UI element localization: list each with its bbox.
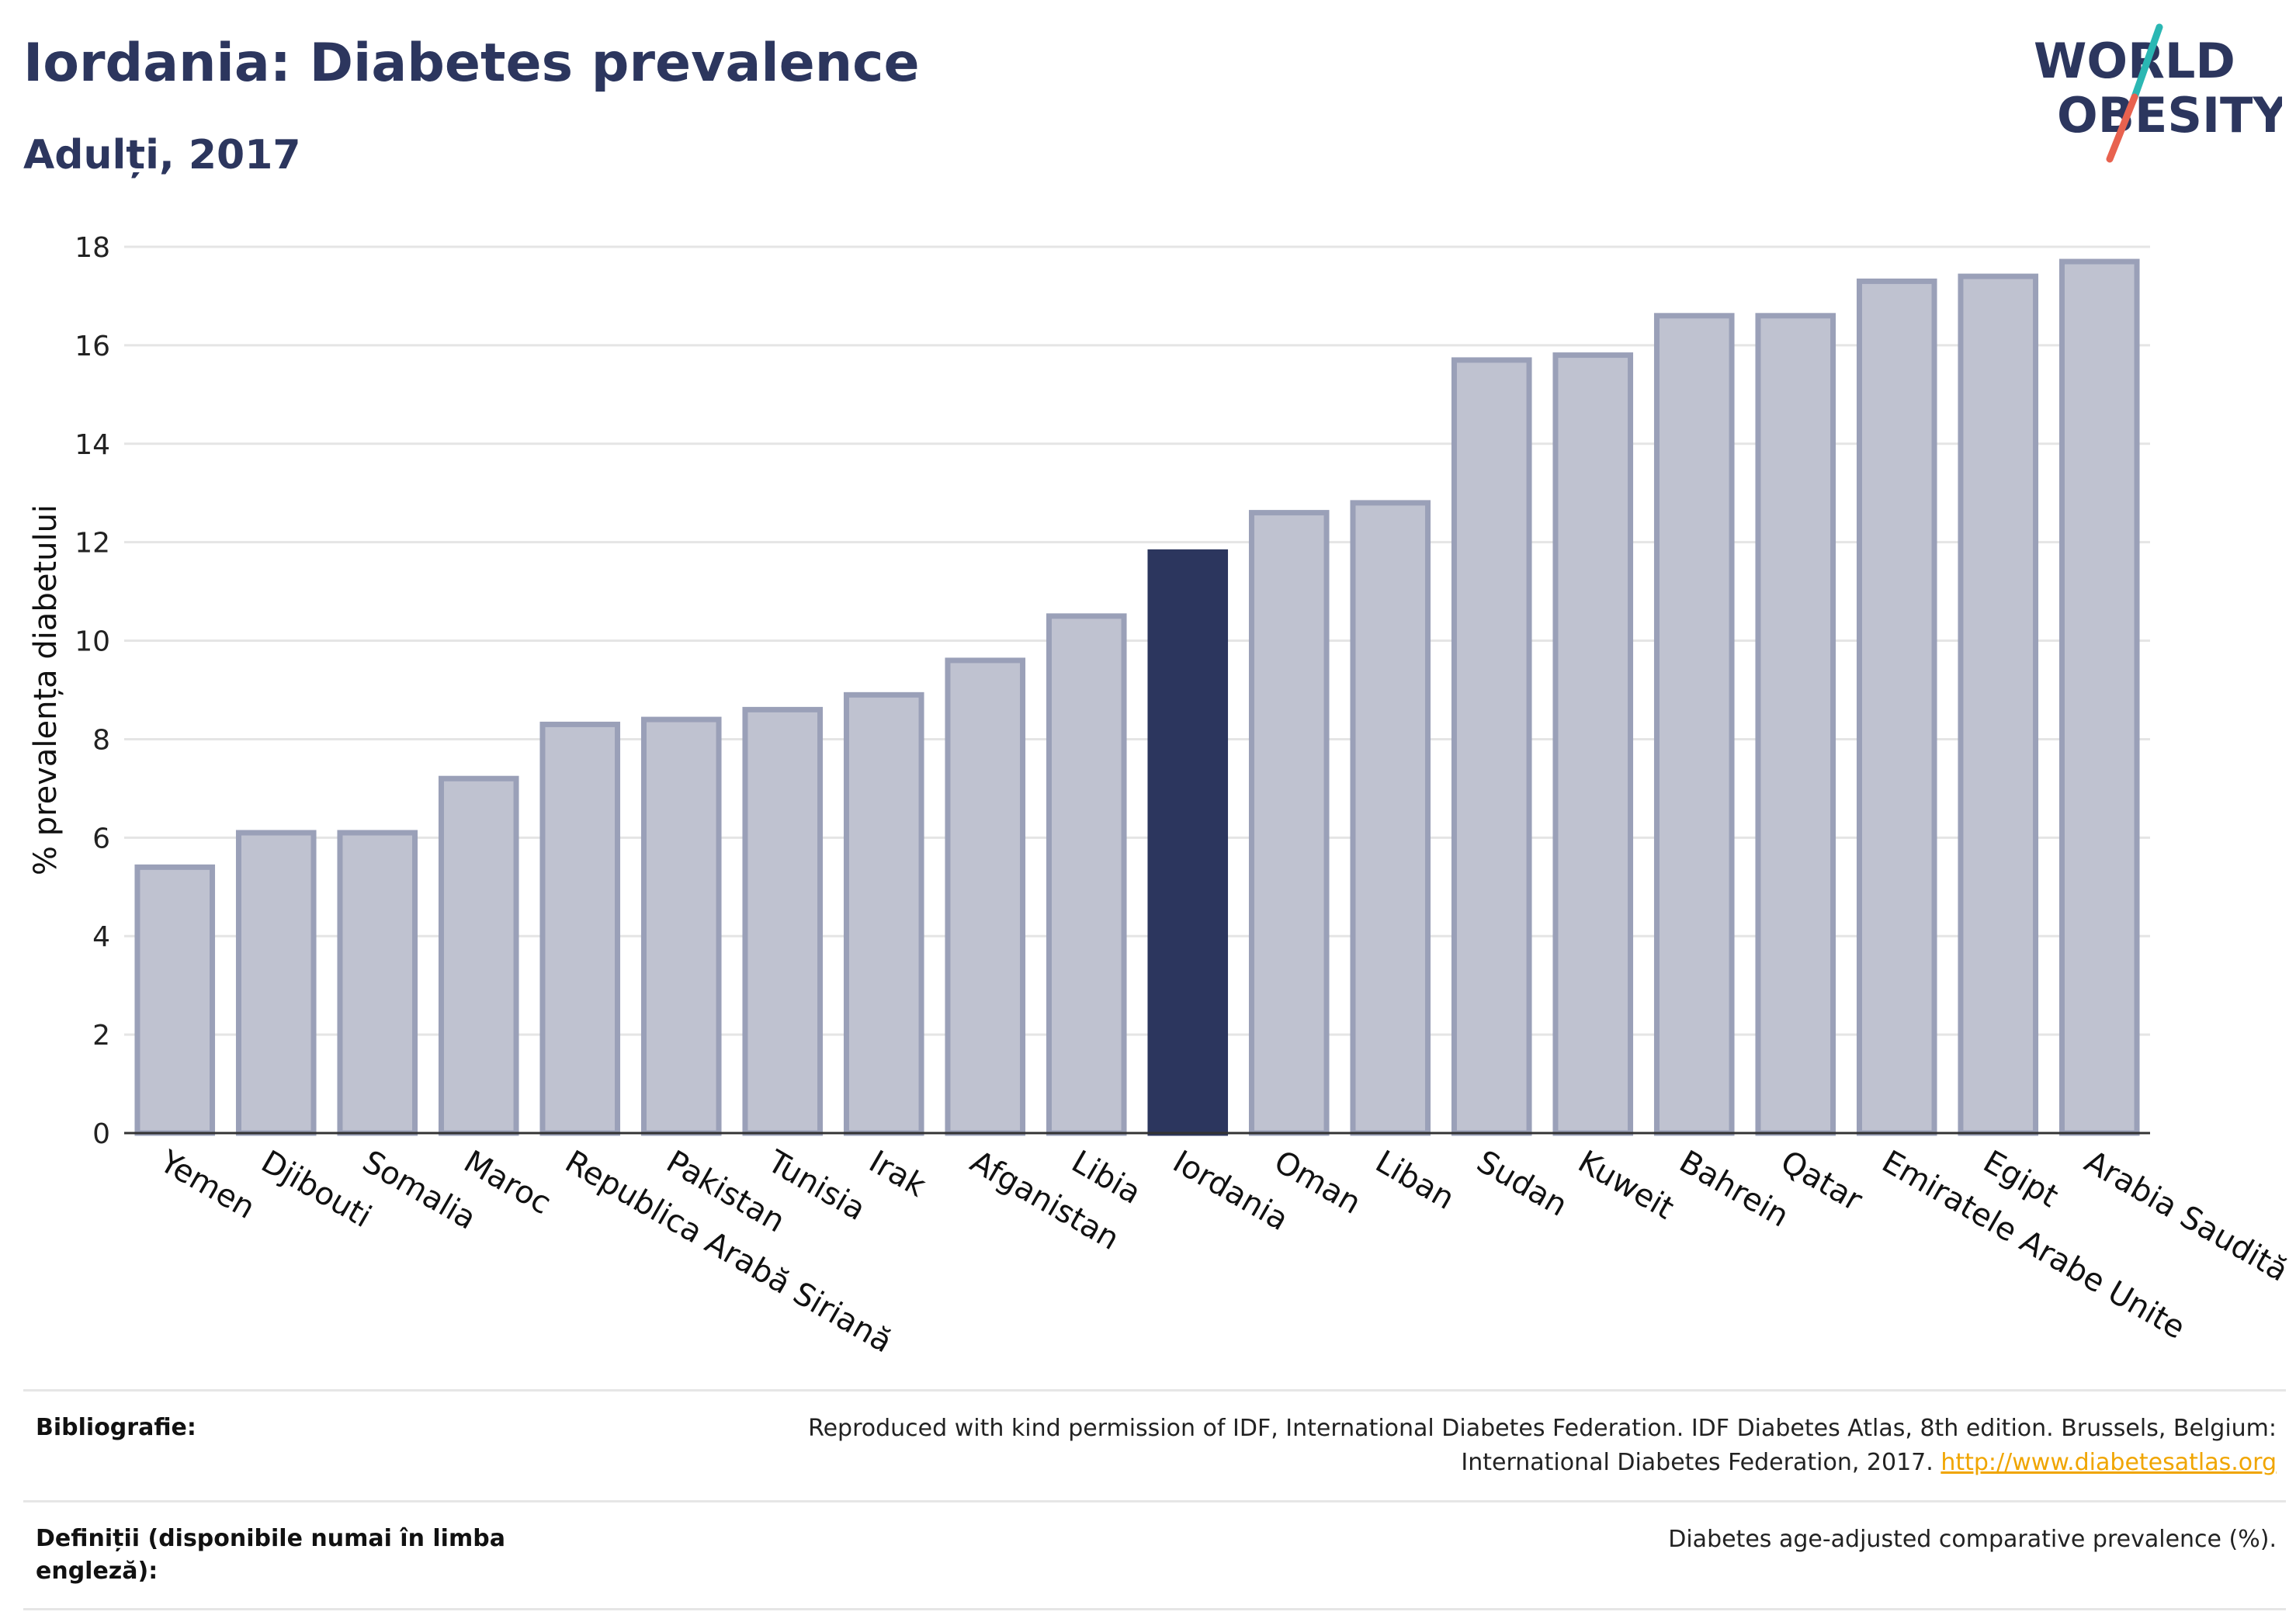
bar bbox=[1552, 352, 1634, 1136]
bar bbox=[539, 721, 621, 1136]
logo-slash-teal bbox=[2131, 23, 2163, 101]
footer-row-bibliography: Bibliografie: Reproduced with kind permi… bbox=[23, 1390, 2286, 1502]
x-category-label: Djibouti bbox=[255, 1144, 377, 1235]
bar bbox=[337, 830, 418, 1136]
chart-subtitle: Adulți, 2017 bbox=[23, 132, 301, 178]
y-tick-label: 16 bbox=[75, 331, 110, 362]
bar bbox=[235, 830, 317, 1136]
bar bbox=[843, 691, 924, 1136]
bar bbox=[742, 706, 824, 1136]
y-tick-label: 8 bbox=[92, 724, 110, 756]
bar bbox=[1350, 500, 1431, 1136]
y-tick-label: 4 bbox=[92, 921, 110, 953]
bar bbox=[1248, 510, 1330, 1136]
chart-title: Iordania: Diabetes prevalence bbox=[23, 33, 920, 94]
bar bbox=[1451, 357, 1532, 1136]
world-obesity-logo: WORLD OBESITY bbox=[2034, 23, 2282, 163]
bar-chart: 0 2 4 6 8 10 12 14 16 18 YemenDjiboutiSomaliaMaro… bbox=[28, 232, 2294, 1360]
y-tick-label: 12 bbox=[75, 528, 110, 560]
bar bbox=[1755, 313, 1836, 1136]
diabetes-atlas-link[interactable]: http://www.diabetesatlas.org bbox=[1941, 1449, 2277, 1476]
logo-text-world: WORLD bbox=[2034, 33, 2235, 89]
logo-slash-coral bbox=[2106, 93, 2138, 163]
y-tick-label: 2 bbox=[92, 1020, 110, 1052]
x-category-label: Kuweit bbox=[1572, 1144, 1680, 1227]
x-category-label: Irak bbox=[863, 1144, 932, 1204]
bar bbox=[1653, 313, 1735, 1136]
definitions-text: Diabetes age-adjusted comparative preval… bbox=[1668, 1526, 2277, 1553]
y-tick-label: 10 bbox=[75, 626, 110, 658]
bar-highlight bbox=[1147, 549, 1229, 1136]
bar bbox=[1856, 278, 1937, 1136]
logo-text-obesity: OBESITY bbox=[2057, 87, 2282, 144]
y-axis-title: % prevalența diabetului bbox=[28, 504, 64, 875]
bar bbox=[1046, 613, 1127, 1136]
bar bbox=[640, 716, 722, 1136]
y-tick-label: 6 bbox=[92, 823, 110, 854]
y-tick-label: 18 bbox=[75, 232, 110, 264]
y-tick-labels: 0 2 4 6 8 10 12 14 16 18 bbox=[75, 232, 110, 1150]
y-tick-label: 0 bbox=[92, 1118, 110, 1150]
bibliography-line2: International Diabetes Federation, 2017. bbox=[1461, 1449, 1934, 1476]
x-category-label: Arabia Saudită bbox=[2079, 1144, 2294, 1289]
x-category-label: Liban bbox=[1369, 1144, 1460, 1217]
footer-table: Bibliografie: Reproduced with kind permi… bbox=[23, 1389, 2286, 1610]
bar bbox=[134, 864, 216, 1136]
definitions-label: Definiții (disponibile numai în limba en… bbox=[36, 1525, 505, 1585]
footer-row-definitions: Definiții (disponibile numai în limba en… bbox=[23, 1501, 2286, 1610]
bar bbox=[945, 657, 1026, 1136]
bar bbox=[2058, 258, 2140, 1136]
x-category-label: Somalia bbox=[356, 1144, 482, 1237]
bar bbox=[1958, 273, 2039, 1136]
bars bbox=[134, 258, 2140, 1136]
bibliography-label: Bibliografie: bbox=[36, 1414, 196, 1441]
x-category-label: Sudan bbox=[1471, 1144, 1573, 1224]
gridlines bbox=[124, 245, 2150, 1036]
x-category-label: Yemen bbox=[153, 1143, 261, 1226]
bibliography-text: Reproduced with kind permission of IDF, … bbox=[529, 1391, 2286, 1502]
y-tick-label: 14 bbox=[75, 429, 110, 461]
x-category-label: Iordania bbox=[1167, 1144, 1294, 1238]
x-category-label: Bahrein bbox=[1673, 1144, 1795, 1235]
bibliography-line1: Reproduced with kind permission of IDF, … bbox=[808, 1415, 2277, 1442]
bar bbox=[438, 775, 519, 1136]
